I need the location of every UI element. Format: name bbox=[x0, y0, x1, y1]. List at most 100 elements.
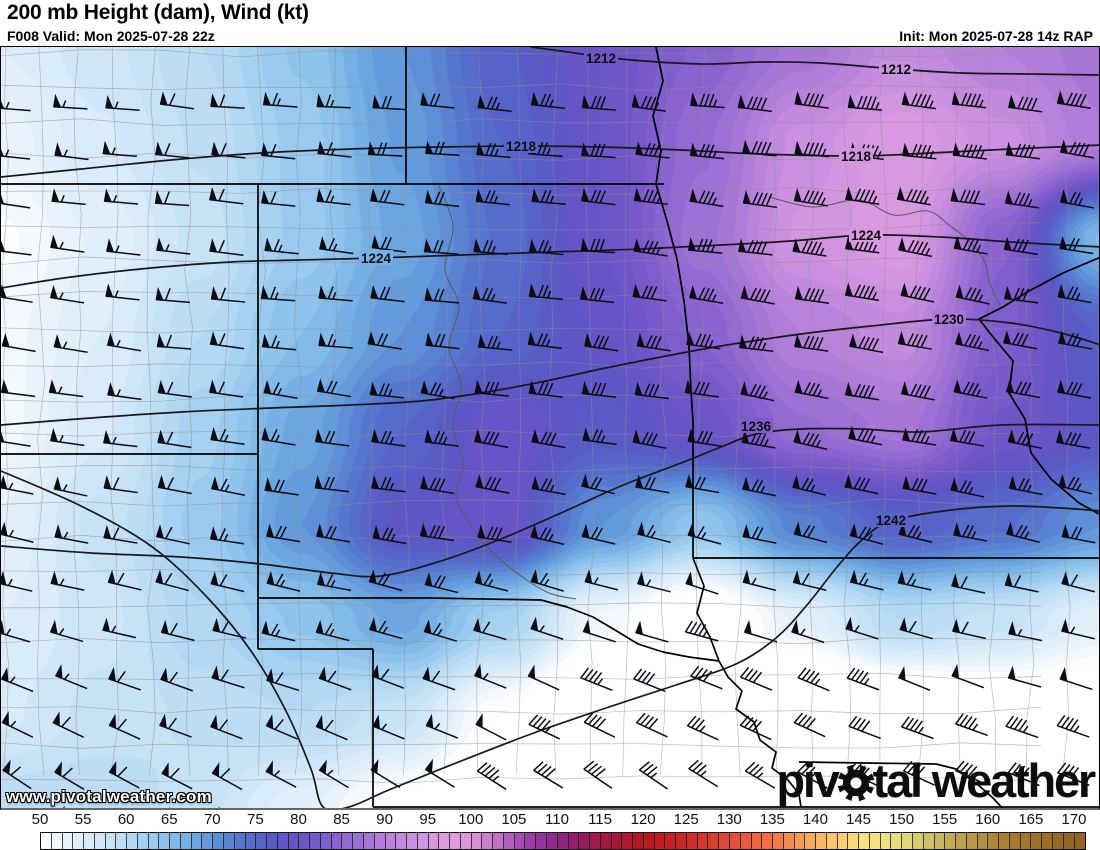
wind-barb bbox=[260, 142, 296, 160]
wind-barb bbox=[474, 379, 509, 397]
wind-barb bbox=[584, 569, 619, 591]
wind-barb bbox=[686, 715, 719, 741]
map-overlay: 1212 1212 1218 1218 1224 1224 1230 1236 1242 bbox=[1, 47, 1099, 808]
wind-barb bbox=[316, 188, 351, 206]
height-contour bbox=[1, 233, 1099, 289]
wind-barb bbox=[1007, 762, 1040, 787]
river bbox=[438, 185, 577, 600]
wind-barb bbox=[318, 759, 349, 789]
wind-barb bbox=[684, 620, 719, 642]
wind-barb bbox=[1, 379, 36, 398]
legend-color-segment bbox=[848, 833, 860, 849]
wind-barb bbox=[370, 285, 405, 303]
wind-barb bbox=[372, 714, 405, 740]
wind-barb bbox=[420, 475, 455, 495]
wind-barb bbox=[584, 333, 619, 352]
wind-barb bbox=[107, 382, 142, 401]
wind-barb bbox=[211, 762, 243, 791]
legend-color-segment bbox=[686, 833, 698, 849]
wind-barb bbox=[636, 333, 671, 352]
legend-tick-label: 120 bbox=[630, 811, 656, 828]
legend-color-bar bbox=[40, 832, 1087, 850]
wind-barb bbox=[793, 521, 828, 544]
wind-barb bbox=[477, 334, 513, 351]
wind-barb bbox=[950, 187, 985, 206]
wind-barb bbox=[54, 142, 89, 161]
wind-barb bbox=[1061, 618, 1095, 640]
wind-barb bbox=[949, 427, 985, 447]
legend-color-segment bbox=[665, 833, 677, 849]
wind-barb bbox=[1059, 139, 1095, 159]
wind-barb bbox=[2, 759, 32, 790]
legend-color-segment bbox=[816, 833, 827, 849]
legend-color-segment bbox=[180, 833, 192, 849]
logo-text-left: piv bbox=[776, 754, 840, 807]
wind-barb bbox=[265, 714, 298, 740]
wind-barb bbox=[1, 521, 34, 543]
wind-barb bbox=[161, 762, 193, 790]
weather-map[interactable]: 1212 1212 1218 1218 1224 1224 1230 1236 1242 www… bbox=[0, 46, 1100, 810]
contour-label: 1236 bbox=[741, 419, 772, 434]
legend-color-segment bbox=[708, 833, 720, 849]
legend-color-segment bbox=[643, 833, 655, 849]
legend-tick-label: 145 bbox=[846, 811, 872, 828]
wind-barb bbox=[314, 428, 350, 447]
legend-color-segment bbox=[245, 833, 257, 849]
gear-icon bbox=[837, 764, 874, 801]
wind-barb bbox=[476, 141, 511, 159]
legend-tick-labels: 50 55 60 65 70 75 80 85 90 95 100 105 110 115 120 125 13… bbox=[0, 811, 1100, 830]
wind-barb bbox=[797, 762, 828, 789]
wind-barb bbox=[632, 283, 667, 302]
legend-tick-label: 105 bbox=[501, 811, 527, 828]
legend-color-segment bbox=[773, 833, 784, 849]
wind-barb bbox=[637, 571, 671, 593]
wind-barb bbox=[899, 617, 933, 640]
wind-barbs bbox=[1, 90, 1096, 808]
legend-color-segment bbox=[450, 833, 461, 849]
wind-barb bbox=[844, 381, 880, 401]
legend-color-segment bbox=[525, 833, 537, 849]
wind-barb bbox=[159, 91, 194, 110]
wind-barb bbox=[1004, 572, 1039, 593]
wind-barb bbox=[103, 475, 138, 494]
legend-color-segment bbox=[428, 833, 440, 849]
wind-barb bbox=[261, 620, 296, 642]
legend-color-segment bbox=[1052, 833, 1064, 849]
wind-barb bbox=[371, 428, 406, 447]
page-title: 200 mb Height (dam), Wind (kt) bbox=[7, 1, 309, 24]
wind-barb bbox=[794, 91, 829, 109]
wind-barb bbox=[1061, 571, 1095, 593]
wind-barb bbox=[422, 666, 456, 691]
wind-barb bbox=[582, 619, 616, 643]
legend-color-segment bbox=[363, 833, 375, 849]
wind-barb bbox=[1059, 666, 1093, 691]
legend-color-segment bbox=[536, 833, 547, 849]
legend-color-segment bbox=[1042, 833, 1053, 849]
wind-barb bbox=[581, 473, 615, 495]
wind-barb bbox=[686, 331, 721, 350]
wind-barb bbox=[530, 524, 565, 545]
legend-tick-label: 75 bbox=[247, 811, 264, 828]
wind-barb bbox=[318, 332, 353, 349]
legend-tick-label: 70 bbox=[203, 811, 221, 828]
wind-barb bbox=[792, 238, 827, 257]
wind-barb bbox=[845, 186, 880, 205]
wind-barb bbox=[954, 713, 988, 737]
wind-barb bbox=[108, 666, 142, 691]
wind-barb bbox=[633, 238, 668, 257]
wind-barb bbox=[1, 238, 32, 256]
wind-barb bbox=[740, 381, 775, 402]
wind-barb bbox=[634, 381, 669, 400]
legend-color-segment bbox=[105, 833, 117, 849]
legend-color-segment bbox=[762, 833, 774, 849]
height-contour bbox=[1, 423, 1099, 578]
wind-barb bbox=[689, 142, 725, 160]
wind-barb bbox=[103, 524, 138, 544]
wind-barb bbox=[897, 570, 932, 591]
legend-color-segment bbox=[460, 833, 472, 849]
wind-barb bbox=[154, 190, 190, 207]
wind-barb bbox=[896, 186, 931, 206]
wind-barb bbox=[369, 381, 405, 399]
legend-color-segment bbox=[966, 833, 978, 849]
